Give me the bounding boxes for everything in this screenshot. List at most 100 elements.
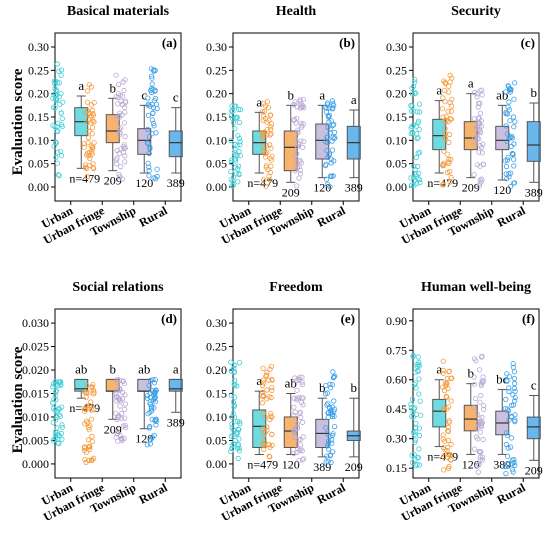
data-point xyxy=(232,126,238,132)
box-3 xyxy=(526,102,541,183)
data-point xyxy=(90,165,96,171)
data-point xyxy=(512,394,518,401)
box-2 xyxy=(137,378,152,430)
data-point xyxy=(85,420,91,426)
data-point xyxy=(116,132,123,138)
y-tick-label: 0.20 xyxy=(206,363,227,377)
data-point xyxy=(297,436,304,442)
data-point xyxy=(511,96,517,102)
data-point xyxy=(50,405,57,412)
data-point xyxy=(510,469,516,475)
sample-size-label: 209 xyxy=(104,174,122,188)
data-point xyxy=(235,455,241,462)
data-point xyxy=(504,432,511,438)
data-point xyxy=(443,136,449,142)
data-point xyxy=(415,354,421,360)
data-point xyxy=(153,416,159,422)
data-point xyxy=(260,440,266,447)
data-point xyxy=(230,427,236,433)
data-point xyxy=(412,431,418,437)
data-point xyxy=(503,171,509,177)
data-point xyxy=(230,108,236,114)
data-point xyxy=(478,144,485,151)
data-point xyxy=(88,120,94,126)
scatter-points-0 xyxy=(228,359,243,462)
data-point xyxy=(298,120,304,126)
data-point xyxy=(144,395,150,401)
data-point xyxy=(326,105,332,111)
data-point xyxy=(331,374,337,380)
data-point xyxy=(122,406,128,412)
data-point xyxy=(122,401,129,407)
data-point xyxy=(232,377,238,383)
data-point xyxy=(503,430,509,436)
data-point xyxy=(297,442,303,448)
data-point xyxy=(441,405,447,411)
data-point xyxy=(150,377,156,383)
data-point xyxy=(503,89,509,95)
panels: Basical materials 0.00 0.05 0.10 0.15 0.20 0.2… xyxy=(22,4,543,524)
data-point xyxy=(445,451,451,458)
data-point xyxy=(263,373,269,379)
data-point xyxy=(512,417,518,423)
data-point xyxy=(474,411,480,417)
data-point xyxy=(267,454,273,460)
data-point xyxy=(504,377,510,383)
box-iqr xyxy=(432,398,447,428)
y-tick-label: 0.30 xyxy=(386,40,407,54)
data-point xyxy=(264,369,270,375)
data-point xyxy=(268,157,274,163)
significance-letter: a xyxy=(78,78,84,93)
data-point xyxy=(235,426,241,432)
data-point xyxy=(58,72,64,78)
data-point xyxy=(477,88,483,94)
sample-size-label: 120 xyxy=(313,181,331,195)
data-point xyxy=(506,385,512,391)
data-point xyxy=(439,384,446,390)
data-point xyxy=(441,87,447,93)
data-point xyxy=(507,184,514,190)
data-point xyxy=(471,172,477,178)
data-point xyxy=(259,382,265,389)
data-point xyxy=(479,92,485,98)
box-0 xyxy=(432,100,447,174)
data-point xyxy=(412,437,419,443)
data-point xyxy=(481,406,487,412)
data-point xyxy=(412,439,418,445)
sample-size-label: 209 xyxy=(282,185,300,199)
data-point xyxy=(52,407,58,413)
data-point xyxy=(322,163,329,169)
box-iqr xyxy=(432,118,447,151)
data-point xyxy=(329,147,335,153)
y-tick-label: 0.05 xyxy=(28,157,49,171)
data-point xyxy=(268,124,274,130)
scatter-points-0 xyxy=(50,378,65,447)
data-point xyxy=(324,453,330,459)
data-point xyxy=(236,359,243,366)
data-point xyxy=(413,420,419,426)
data-point xyxy=(475,104,481,110)
data-point xyxy=(83,449,89,455)
box-0 xyxy=(252,111,267,174)
data-point xyxy=(119,176,125,182)
data-point xyxy=(267,112,274,118)
data-point xyxy=(410,353,416,360)
data-point xyxy=(440,162,446,168)
data-point xyxy=(119,410,125,417)
data-point xyxy=(292,136,298,142)
data-point xyxy=(512,418,518,425)
data-point xyxy=(329,440,335,446)
data-point xyxy=(446,83,452,89)
data-point xyxy=(86,443,92,450)
data-point xyxy=(57,413,64,419)
data-point xyxy=(149,434,155,440)
box-0 xyxy=(432,379,447,448)
data-point xyxy=(54,128,60,134)
panel-title: Basical materials xyxy=(67,4,170,19)
data-point xyxy=(53,417,59,423)
data-point xyxy=(236,171,242,177)
data-point xyxy=(234,418,240,425)
panel-label: (e) xyxy=(341,311,355,326)
sample-size-label: n=479 xyxy=(247,176,278,190)
data-point xyxy=(328,156,334,162)
